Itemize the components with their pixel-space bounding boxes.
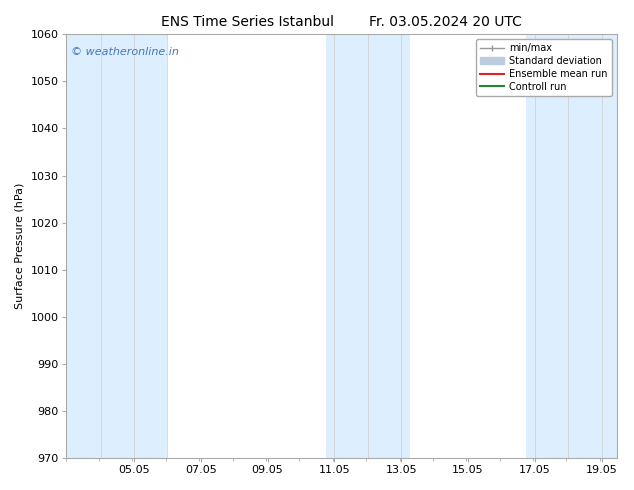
Legend: min/max, Standard deviation, Ensemble mean run, Controll run: min/max, Standard deviation, Ensemble me… xyxy=(476,39,612,96)
Bar xyxy=(526,34,616,458)
Text: © weatheronline.in: © weatheronline.in xyxy=(71,47,179,57)
Bar xyxy=(66,34,167,458)
Bar xyxy=(326,34,410,458)
Y-axis label: Surface Pressure (hPa): Surface Pressure (hPa) xyxy=(15,183,25,309)
Title: ENS Time Series Istanbul        Fr. 03.05.2024 20 UTC: ENS Time Series Istanbul Fr. 03.05.2024 … xyxy=(160,15,522,29)
